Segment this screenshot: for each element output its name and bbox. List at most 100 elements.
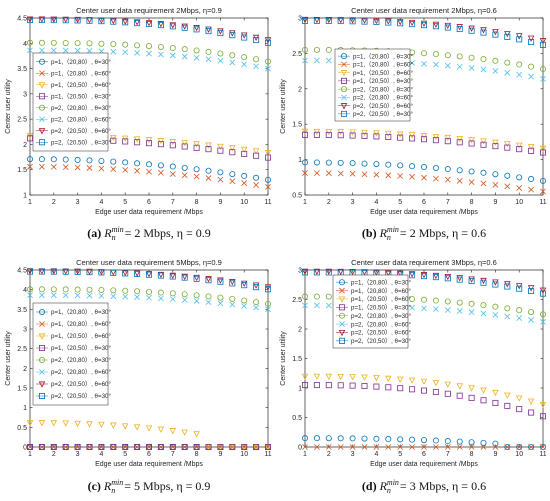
legend-entry: p=2,（20,80）, θ=30° xyxy=(51,105,111,112)
data-point xyxy=(504,144,511,151)
data-point xyxy=(301,46,308,53)
data-point xyxy=(50,16,58,23)
data-point xyxy=(432,389,439,396)
data-point xyxy=(26,420,34,427)
data-point xyxy=(145,20,153,27)
data-point xyxy=(409,436,416,443)
data-point xyxy=(337,373,344,381)
data-point xyxy=(432,165,439,172)
data-point xyxy=(313,128,321,136)
data-point xyxy=(217,147,224,154)
data-point xyxy=(253,56,260,63)
caption-symbol: R xyxy=(103,479,112,493)
series-4 xyxy=(26,443,271,450)
data-point xyxy=(253,63,259,70)
data-point xyxy=(444,52,451,59)
data-point xyxy=(74,47,81,54)
data-point xyxy=(205,299,212,305)
data-point xyxy=(456,177,463,184)
data-point xyxy=(86,286,93,293)
y-tick-label: 1 xyxy=(23,193,27,200)
x-tick-label: 7 xyxy=(171,199,175,206)
data-point xyxy=(122,293,129,300)
x-tick-label: 4 xyxy=(99,199,103,206)
data-point xyxy=(38,16,46,23)
data-point xyxy=(193,144,200,151)
data-point xyxy=(253,152,260,159)
data-point xyxy=(444,298,451,305)
data-point xyxy=(540,290,547,297)
data-point xyxy=(480,302,487,309)
data-point xyxy=(373,444,380,450)
data-point xyxy=(205,48,212,55)
data-point xyxy=(181,443,188,450)
data-point xyxy=(337,129,344,136)
data-point xyxy=(86,17,93,24)
data-point xyxy=(480,444,487,450)
data-point xyxy=(193,141,200,148)
x-tick-label: 3 xyxy=(351,451,355,458)
data-point xyxy=(349,444,356,450)
data-point xyxy=(122,159,129,166)
data-point xyxy=(385,375,392,382)
data-point xyxy=(240,146,248,153)
data-point xyxy=(314,170,320,176)
data-point xyxy=(468,25,475,32)
y-tick-label: 0.5 xyxy=(17,425,27,432)
x-tick-label: 6 xyxy=(147,451,151,458)
data-point xyxy=(26,17,33,24)
data-point xyxy=(420,20,428,27)
legend-marker xyxy=(38,82,46,89)
data-point xyxy=(313,159,320,166)
data-point xyxy=(181,172,188,179)
data-point xyxy=(122,444,129,450)
data-point xyxy=(62,16,69,23)
data-point xyxy=(62,420,69,427)
data-point xyxy=(38,420,46,427)
legend-marker xyxy=(39,93,46,100)
data-point xyxy=(468,140,475,147)
data-point xyxy=(349,374,356,381)
y-tick-label: 0.5 xyxy=(292,415,302,422)
data-point xyxy=(265,184,271,190)
data-point xyxy=(169,296,176,303)
series-2 xyxy=(27,163,271,190)
data-point xyxy=(337,17,344,24)
data-point xyxy=(241,54,248,61)
data-point xyxy=(433,306,439,312)
data-point xyxy=(480,387,487,394)
data-point xyxy=(361,132,368,139)
data-point xyxy=(27,163,33,170)
data-point xyxy=(301,268,309,275)
x-tick-label: 2 xyxy=(327,199,331,206)
series-5 xyxy=(301,46,547,72)
data-point xyxy=(50,444,57,450)
chart-panel-3: Center user data requirement 5Mbps, η=0.… xyxy=(5,258,272,495)
data-point xyxy=(134,49,140,56)
data-point xyxy=(157,271,165,279)
y-axis-label: Center user utility xyxy=(5,331,12,386)
data-point xyxy=(408,271,416,278)
data-point xyxy=(432,274,439,281)
data-point xyxy=(397,162,404,169)
data-point xyxy=(169,52,176,59)
x-tick-label: 4 xyxy=(374,451,378,458)
data-point xyxy=(193,298,200,304)
x-tick-label: 8 xyxy=(470,451,474,458)
legend-marker xyxy=(39,139,46,146)
data-point xyxy=(349,160,356,167)
x-tick-label: 2 xyxy=(52,199,56,206)
legend-marker xyxy=(39,116,45,123)
data-point xyxy=(110,287,117,294)
data-point xyxy=(193,166,200,173)
data-point xyxy=(516,443,523,450)
data-point xyxy=(98,421,105,429)
data-point xyxy=(468,385,475,392)
x-tick-label: 11 xyxy=(264,199,271,206)
data-point xyxy=(193,26,200,33)
data-point xyxy=(516,36,523,43)
data-point xyxy=(301,16,309,24)
legend-marker xyxy=(339,287,345,294)
y-tick-label: 3 xyxy=(298,268,302,275)
data-point xyxy=(121,423,129,430)
